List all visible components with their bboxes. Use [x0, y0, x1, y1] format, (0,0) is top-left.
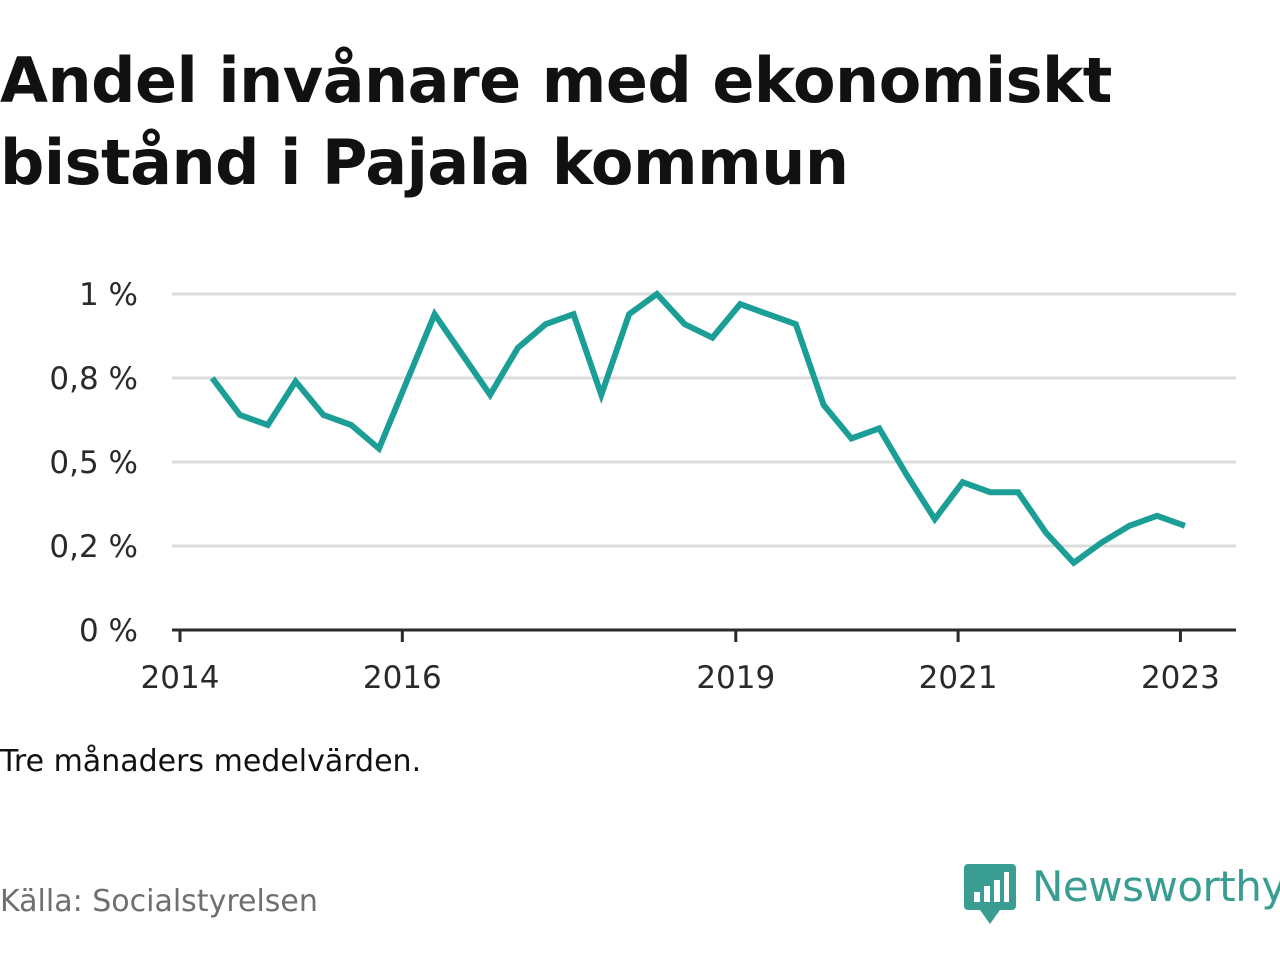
data-point	[487, 392, 493, 398]
x-tick-label: 2016	[363, 660, 442, 696]
y-tick-label: 0,8 %	[49, 361, 138, 397]
y-tick-labels: 0 % 0,2 % 0,5 % 0,8 % 1 %	[49, 277, 138, 649]
data-point	[432, 311, 438, 317]
series-line	[209, 290, 1186, 567]
y-tick-label: 0,2 %	[49, 529, 138, 565]
data-point	[793, 321, 799, 327]
data-point	[626, 311, 632, 317]
data-point	[459, 352, 465, 358]
data-point	[1126, 523, 1132, 529]
data-point	[848, 436, 854, 442]
chart-title: Andel invånare med ekonomiskt bistånd i …	[0, 44, 1112, 199]
data-point	[876, 425, 882, 431]
data-point	[987, 489, 993, 495]
data-point	[1154, 513, 1160, 519]
data-point	[737, 301, 743, 307]
data-point	[571, 311, 577, 317]
data-point	[932, 516, 938, 522]
data-point	[515, 345, 521, 351]
source-credit: Källa: Socialstyrelsen	[0, 884, 318, 919]
data-point	[654, 291, 660, 297]
data-point	[904, 472, 910, 478]
logo-wordmark: Newsworthy	[1032, 862, 1280, 911]
data-point	[293, 378, 299, 384]
x-tick-label: 2019	[696, 660, 775, 696]
data-point	[1043, 530, 1049, 536]
data-point	[1182, 523, 1188, 529]
data-point	[376, 446, 382, 452]
data-point	[209, 375, 215, 381]
data-point	[960, 479, 966, 485]
x-tick-label: 2014	[141, 660, 220, 696]
y-tick-label: 1 %	[79, 277, 138, 313]
data-point	[543, 321, 549, 327]
y-tick-label: 0,5 %	[49, 445, 138, 481]
data-point	[404, 378, 410, 384]
data-point	[237, 412, 243, 418]
data-point	[682, 321, 688, 327]
chart-note: Tre månaders medelvärden.	[0, 744, 422, 779]
data-point	[598, 392, 604, 398]
data-point	[265, 422, 271, 428]
newsworthy-logo[interactable]: Newsworthy	[964, 862, 1280, 926]
x-tick-label: 2021	[919, 660, 998, 696]
data-point	[1015, 489, 1021, 495]
data-point	[348, 422, 354, 428]
data-line-series	[209, 290, 1188, 567]
data-point	[765, 311, 771, 317]
line-chart: 0 %0,2 %0,5 %0,8 %1 % 2014 2016 2019 2021 20…	[49, 277, 1236, 696]
data-point	[821, 402, 827, 408]
data-point	[1099, 540, 1105, 546]
data-point	[320, 412, 326, 418]
bar-chart-speech-bubble-icon	[964, 864, 1016, 924]
x-axis: 2014 2016 2019 2021 2023	[141, 628, 1236, 696]
x-tick-label: 2023	[1141, 660, 1220, 696]
data-point	[709, 335, 715, 341]
data-point	[1071, 560, 1077, 566]
y-tick-label: 0 %	[79, 613, 138, 649]
